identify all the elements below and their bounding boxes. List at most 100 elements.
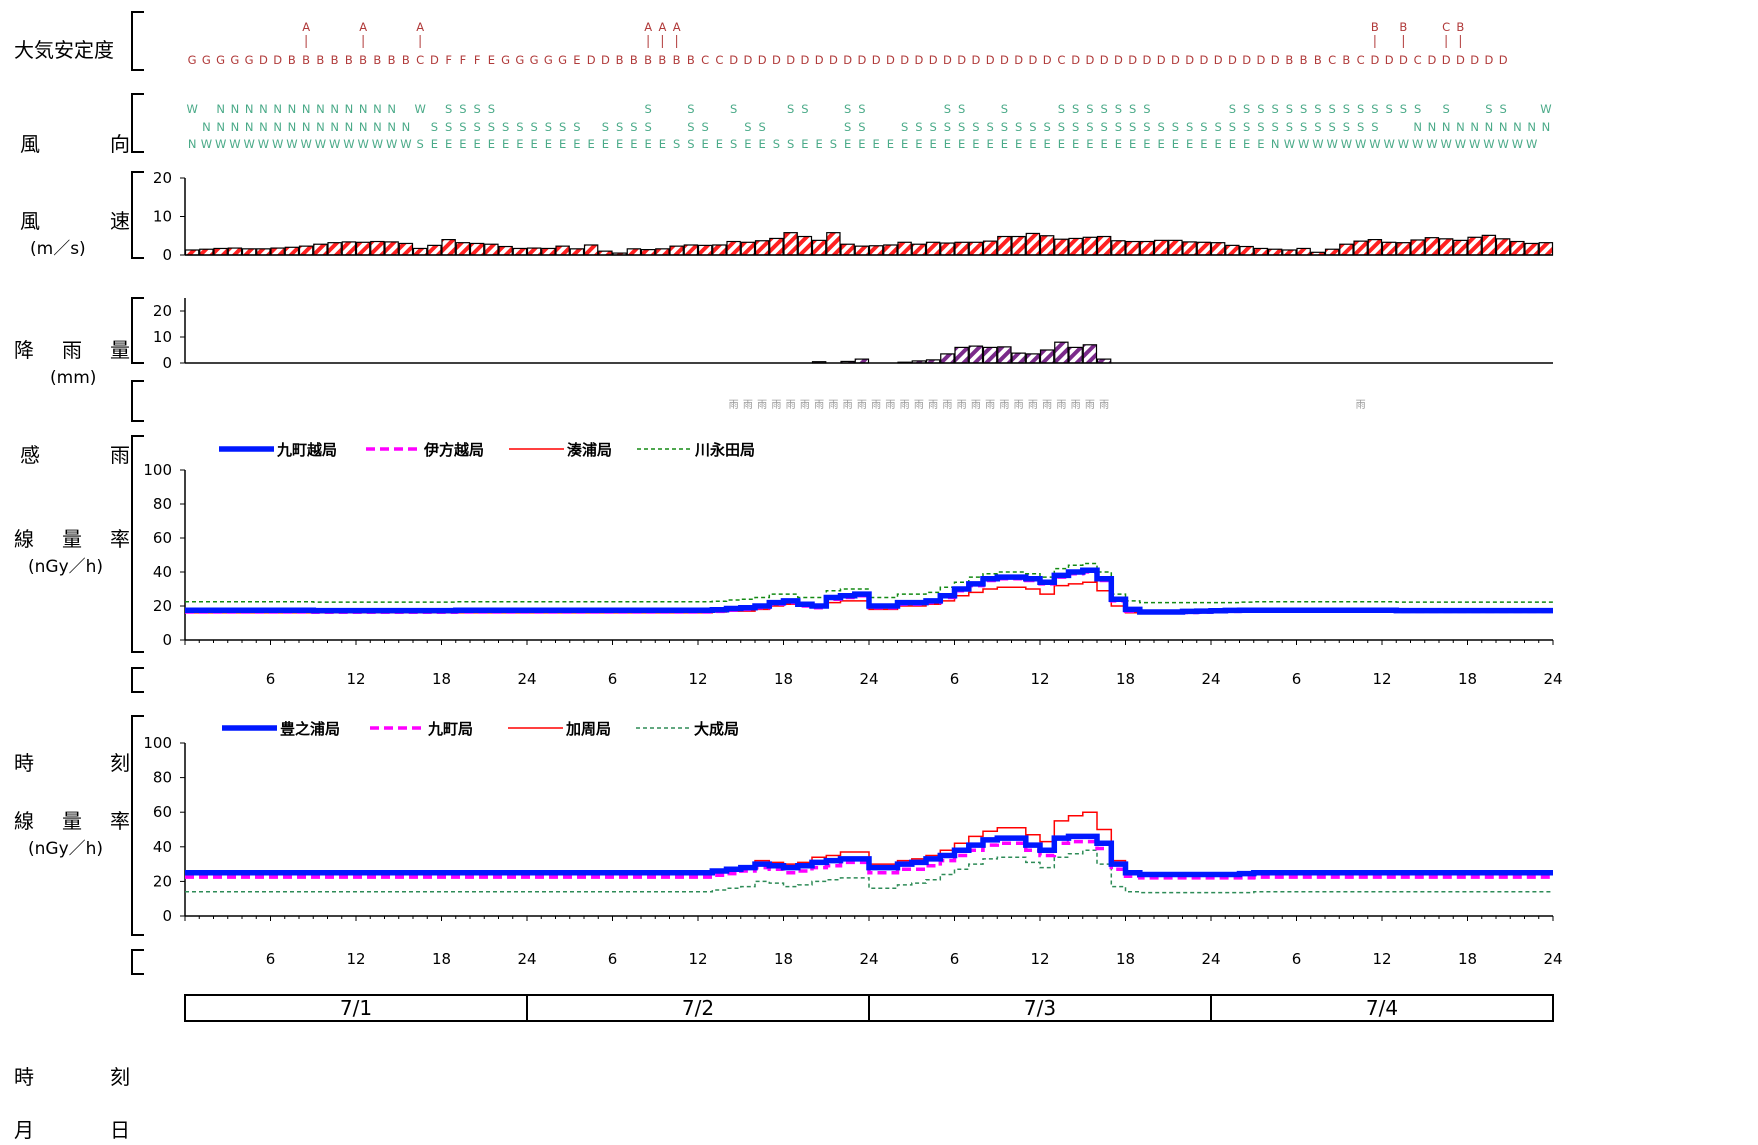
bracket-3	[131, 297, 144, 364]
rain-sensor-mark: 雨	[871, 400, 881, 411]
wind-speed-bar	[1324, 248, 1340, 256]
wind-speed-bar	[241, 248, 257, 256]
wind-dir-cell: S	[944, 120, 951, 134]
rain-sensor-row: 雨雨雨雨雨雨雨雨雨雨雨雨雨雨雨雨雨雨雨雨雨雨雨雨雨雨雨雨	[729, 400, 1366, 411]
dose-tick-label: 100	[143, 461, 172, 479]
wind-speed-bar	[712, 244, 727, 256]
wind-dir-cell: S	[1214, 120, 1221, 134]
wind-dir-cell: S	[787, 137, 794, 151]
dose-tick-label: 40	[153, 563, 172, 581]
wind-speed-bar	[626, 248, 642, 256]
stability-cell: B	[388, 53, 396, 67]
stability-cell: B	[1300, 53, 1308, 67]
stability-cell: D	[1199, 53, 1208, 67]
stability-cell: G	[530, 53, 539, 67]
wind-dir-cell: E	[630, 137, 637, 151]
wind-dir-cell: S	[516, 120, 523, 134]
stability-cell: B	[658, 53, 666, 67]
stability-cell: D	[857, 53, 866, 67]
time-tick-label: 24	[1543, 950, 1562, 968]
wind-dir-cell: S	[1229, 120, 1236, 134]
wind-dir-cell: W	[315, 137, 326, 151]
wind-dir-cell: S	[1271, 102, 1278, 116]
rain-sensor-mark: 雨	[1099, 400, 1109, 411]
rain-sensor-mark: 雨	[729, 400, 739, 411]
wind-dir-cell: N	[345, 120, 354, 134]
wind-speed-bar	[1396, 242, 1411, 256]
wind-dir-cell: S	[1172, 120, 1179, 134]
time-tick-label: 24	[517, 950, 536, 968]
wind-dir-cell: S	[801, 102, 808, 116]
wind-dir-cell: S	[773, 137, 780, 151]
stability-cell: B	[630, 53, 638, 67]
stability-cell: G	[245, 53, 254, 67]
wind-dir-cell: S	[559, 120, 566, 134]
wind-speed-bar	[213, 247, 228, 256]
stability-cell: D	[1142, 53, 1151, 67]
stability-cell: B	[687, 53, 695, 67]
wind-dir-cell: N	[288, 120, 297, 134]
wind-speed-bar	[982, 240, 998, 256]
label-wind-speed-unit: (m／s)	[30, 239, 86, 259]
time-tick-label: 18	[432, 670, 451, 688]
stability-mark: A	[673, 20, 681, 34]
wind-dir-cell: N	[231, 120, 240, 134]
wind-speed-bar	[868, 245, 884, 256]
wind-dir-cell: S	[1371, 120, 1378, 134]
wind-dir-cell: N	[1542, 120, 1551, 134]
wind-speed-bar	[1424, 237, 1440, 256]
wind-speed-bar	[1339, 243, 1354, 256]
wind-dir-cell: S	[1001, 102, 1008, 116]
dose-series-line	[185, 833, 1553, 878]
wind-speed-bar	[569, 248, 585, 256]
wind-dir-cell: W	[186, 102, 197, 116]
wind-speed-bar	[469, 242, 485, 256]
wind-dir-cell: W	[300, 137, 311, 151]
wind-speed-bar	[1410, 239, 1425, 256]
label-date-2: 日	[110, 1118, 130, 1142]
stability-cell: D	[800, 53, 809, 67]
wind-speed-bar	[925, 241, 941, 256]
wind-dir-cell: S	[1157, 120, 1164, 134]
rain-bar	[940, 353, 955, 364]
wind-dir-cell: N	[373, 102, 382, 116]
wind-dir-cell: S	[1100, 102, 1107, 116]
time-tick-label: 24	[517, 670, 536, 688]
legend-label: 伊方越局	[423, 441, 484, 459]
stability-mark: A	[658, 20, 666, 34]
wind-dir-cell: W	[1355, 137, 1366, 151]
stability-cell: B	[316, 53, 324, 67]
wind-dir-cell: S	[1286, 120, 1293, 134]
wind-speed-bar	[1011, 235, 1026, 256]
dose-tick-label: 60	[153, 803, 172, 821]
wind-dir-cell: N	[1485, 120, 1494, 134]
wind-dir-cell: S	[1015, 120, 1022, 134]
wind-speed-bar	[384, 241, 399, 256]
wind-dir-cell: N	[202, 120, 211, 134]
dose-tick-label: 20	[153, 597, 172, 615]
time-axis-2: 6 12 18 24 6 12 18 24 6 12 18 24 6 12 18 24	[266, 950, 1563, 968]
bracket-1	[131, 93, 144, 153]
legend-label: 九町局	[427, 720, 473, 738]
wind-dir-cell: E	[488, 137, 495, 151]
wind-speed-bar	[655, 248, 670, 256]
wind-dir-cell: S	[1186, 120, 1193, 134]
stability-mark: C	[1442, 20, 1450, 34]
dose-rate-chart-1: 100 80 60 40 20 0 九町越局 伊方越局 湊浦局 川永田局	[143, 441, 1554, 649]
wind-dir-cell: E	[1100, 137, 1107, 151]
stability-cell: D	[1085, 53, 1094, 67]
wind-dir-cell: W	[414, 102, 425, 116]
wind-dir-cell: S	[630, 120, 637, 134]
panel-brackets	[131, 11, 144, 975]
time-tick-label: 12	[688, 950, 707, 968]
stability-cell: D	[1442, 53, 1451, 67]
stability-cell: C	[416, 53, 424, 67]
stability-cell: C	[715, 53, 723, 67]
rain-bar	[1054, 341, 1069, 364]
wind-dir-cell: S	[1300, 102, 1307, 116]
legend-label: 湊浦局	[567, 441, 612, 459]
wind-speed-bar	[854, 245, 870, 256]
wind-dir-cell: N	[216, 120, 225, 134]
stability-cell: C	[1414, 53, 1422, 67]
